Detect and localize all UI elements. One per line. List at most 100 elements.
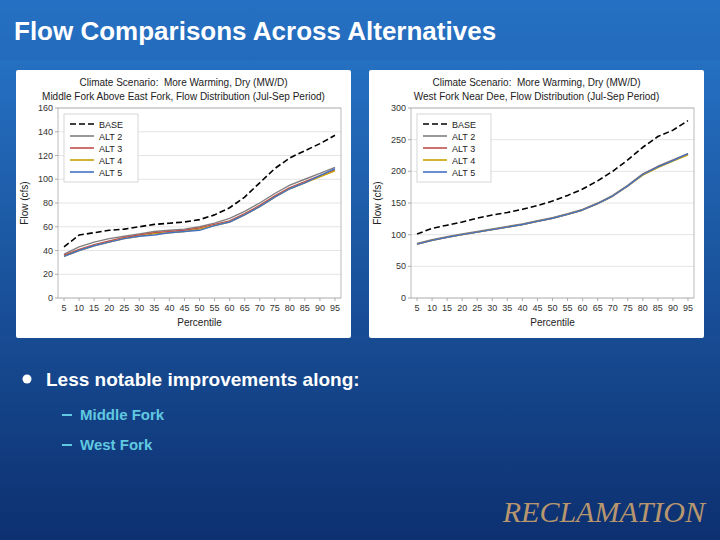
x-axis-label: Percentile	[177, 317, 222, 328]
y-tick	[55, 131, 58, 132]
grid-line	[58, 203, 341, 204]
x-tick	[522, 298, 523, 301]
legend-swatch	[423, 171, 447, 173]
x-tick-label: 50	[547, 303, 557, 313]
y-axis-label: Flow (cfs)	[372, 181, 383, 224]
legend-swatch	[423, 159, 447, 161]
x-tick-label: 30	[134, 303, 144, 313]
x-tick-label: 60	[225, 303, 235, 313]
title-bar	[0, 0, 720, 60]
x-tick	[244, 298, 245, 301]
sub-item: Middle Fork	[80, 406, 165, 423]
x-tick	[229, 298, 230, 301]
y-tick	[55, 108, 58, 109]
x-tick	[124, 298, 125, 301]
x-tick	[199, 298, 200, 301]
x-tick-label: 65	[593, 303, 603, 313]
legend-label: ALT 4	[99, 156, 122, 166]
x-tick	[304, 298, 305, 301]
legend-label: BASE	[99, 120, 123, 130]
x-tick-label: 75	[623, 303, 633, 313]
legend-label: BASE	[452, 120, 476, 130]
legend-swatch	[70, 171, 94, 173]
x-tick	[259, 298, 260, 301]
x-tick-label: 45	[179, 303, 189, 313]
y-tick-label: 160	[38, 103, 53, 113]
x-tick-label: 95	[683, 303, 693, 313]
x-tick-label: 10	[74, 303, 84, 313]
x-tick-label: 75	[270, 303, 280, 313]
x-tick-label: 90	[315, 303, 325, 313]
y-tick-label: 100	[391, 230, 406, 240]
sub-item-dash	[62, 414, 72, 416]
x-tick-label: 70	[608, 303, 618, 313]
y-tick-label: 80	[43, 198, 53, 208]
x-tick	[492, 298, 493, 301]
x-tick-label: 85	[300, 303, 310, 313]
y-tick	[408, 234, 411, 235]
legend-swatch	[70, 159, 94, 161]
x-tick	[672, 298, 673, 301]
chart-title: Climate Scenario: More Warming, Dry (MW/…	[80, 77, 288, 88]
x-tick	[417, 298, 418, 301]
y-axis-label: Flow (cfs)	[19, 181, 30, 224]
y-tick	[408, 171, 411, 172]
chart: Climate Scenario: More Warming, Dry (MW/…	[16, 70, 351, 338]
y-tick	[55, 226, 58, 227]
x-tick	[552, 298, 553, 301]
x-tick-label: 30	[487, 303, 497, 313]
x-tick	[537, 298, 538, 301]
y-tick	[55, 274, 58, 275]
x-tick-label: 40	[164, 303, 174, 313]
x-tick-label: 40	[517, 303, 527, 313]
series-group	[64, 135, 335, 256]
y-tick-label: 20	[43, 269, 53, 279]
x-tick	[64, 298, 65, 301]
y-tick-label: 100	[38, 174, 53, 184]
x-tick	[79, 298, 80, 301]
x-tick	[687, 298, 688, 301]
y-tick-label: 120	[38, 151, 53, 161]
x-tick-label: 80	[638, 303, 648, 313]
chart-subtitle: Middle Fork Above East Fork, Flow Distri…	[42, 91, 325, 102]
x-tick	[154, 298, 155, 301]
x-tick	[567, 298, 568, 301]
legend-label: ALT 4	[452, 156, 475, 166]
x-tick	[109, 298, 110, 301]
x-tick-label: 20	[104, 303, 114, 313]
plot-frame	[58, 108, 341, 298]
y-tick	[55, 298, 58, 299]
chart-subtitle: West Fork Near Dee, Flow Distribution (J…	[414, 91, 659, 102]
x-tick	[274, 298, 275, 301]
x-tick	[432, 298, 433, 301]
x-tick	[139, 298, 140, 301]
x-tick	[319, 298, 320, 301]
legend-label: ALT 5	[99, 168, 122, 178]
y-tick	[408, 203, 411, 204]
grid-line	[58, 274, 341, 275]
y-tick-label: 140	[38, 127, 53, 137]
y-tick	[55, 203, 58, 204]
x-tick	[462, 298, 463, 301]
y-tick-label: 40	[43, 246, 53, 256]
x-tick-label: 15	[89, 303, 99, 313]
page-title: Flow Comparisons Across Alternatives	[14, 16, 496, 46]
series-line	[417, 155, 688, 244]
y-tick-label: 60	[43, 222, 53, 232]
x-tick	[169, 298, 170, 301]
x-tick	[334, 298, 335, 301]
y-tick-label: 50	[396, 261, 406, 271]
legend-label: ALT 2	[99, 132, 122, 142]
legend-swatch	[70, 147, 94, 149]
series-line	[417, 154, 688, 245]
x-tick	[94, 298, 95, 301]
y-tick	[408, 108, 411, 109]
x-tick	[447, 298, 448, 301]
legend-box	[417, 114, 491, 182]
y-tick-label: 250	[391, 135, 406, 145]
x-tick	[289, 298, 290, 301]
x-tick-label: 50	[194, 303, 204, 313]
x-tick	[597, 298, 598, 301]
x-tick	[642, 298, 643, 301]
y-tick	[408, 298, 411, 299]
